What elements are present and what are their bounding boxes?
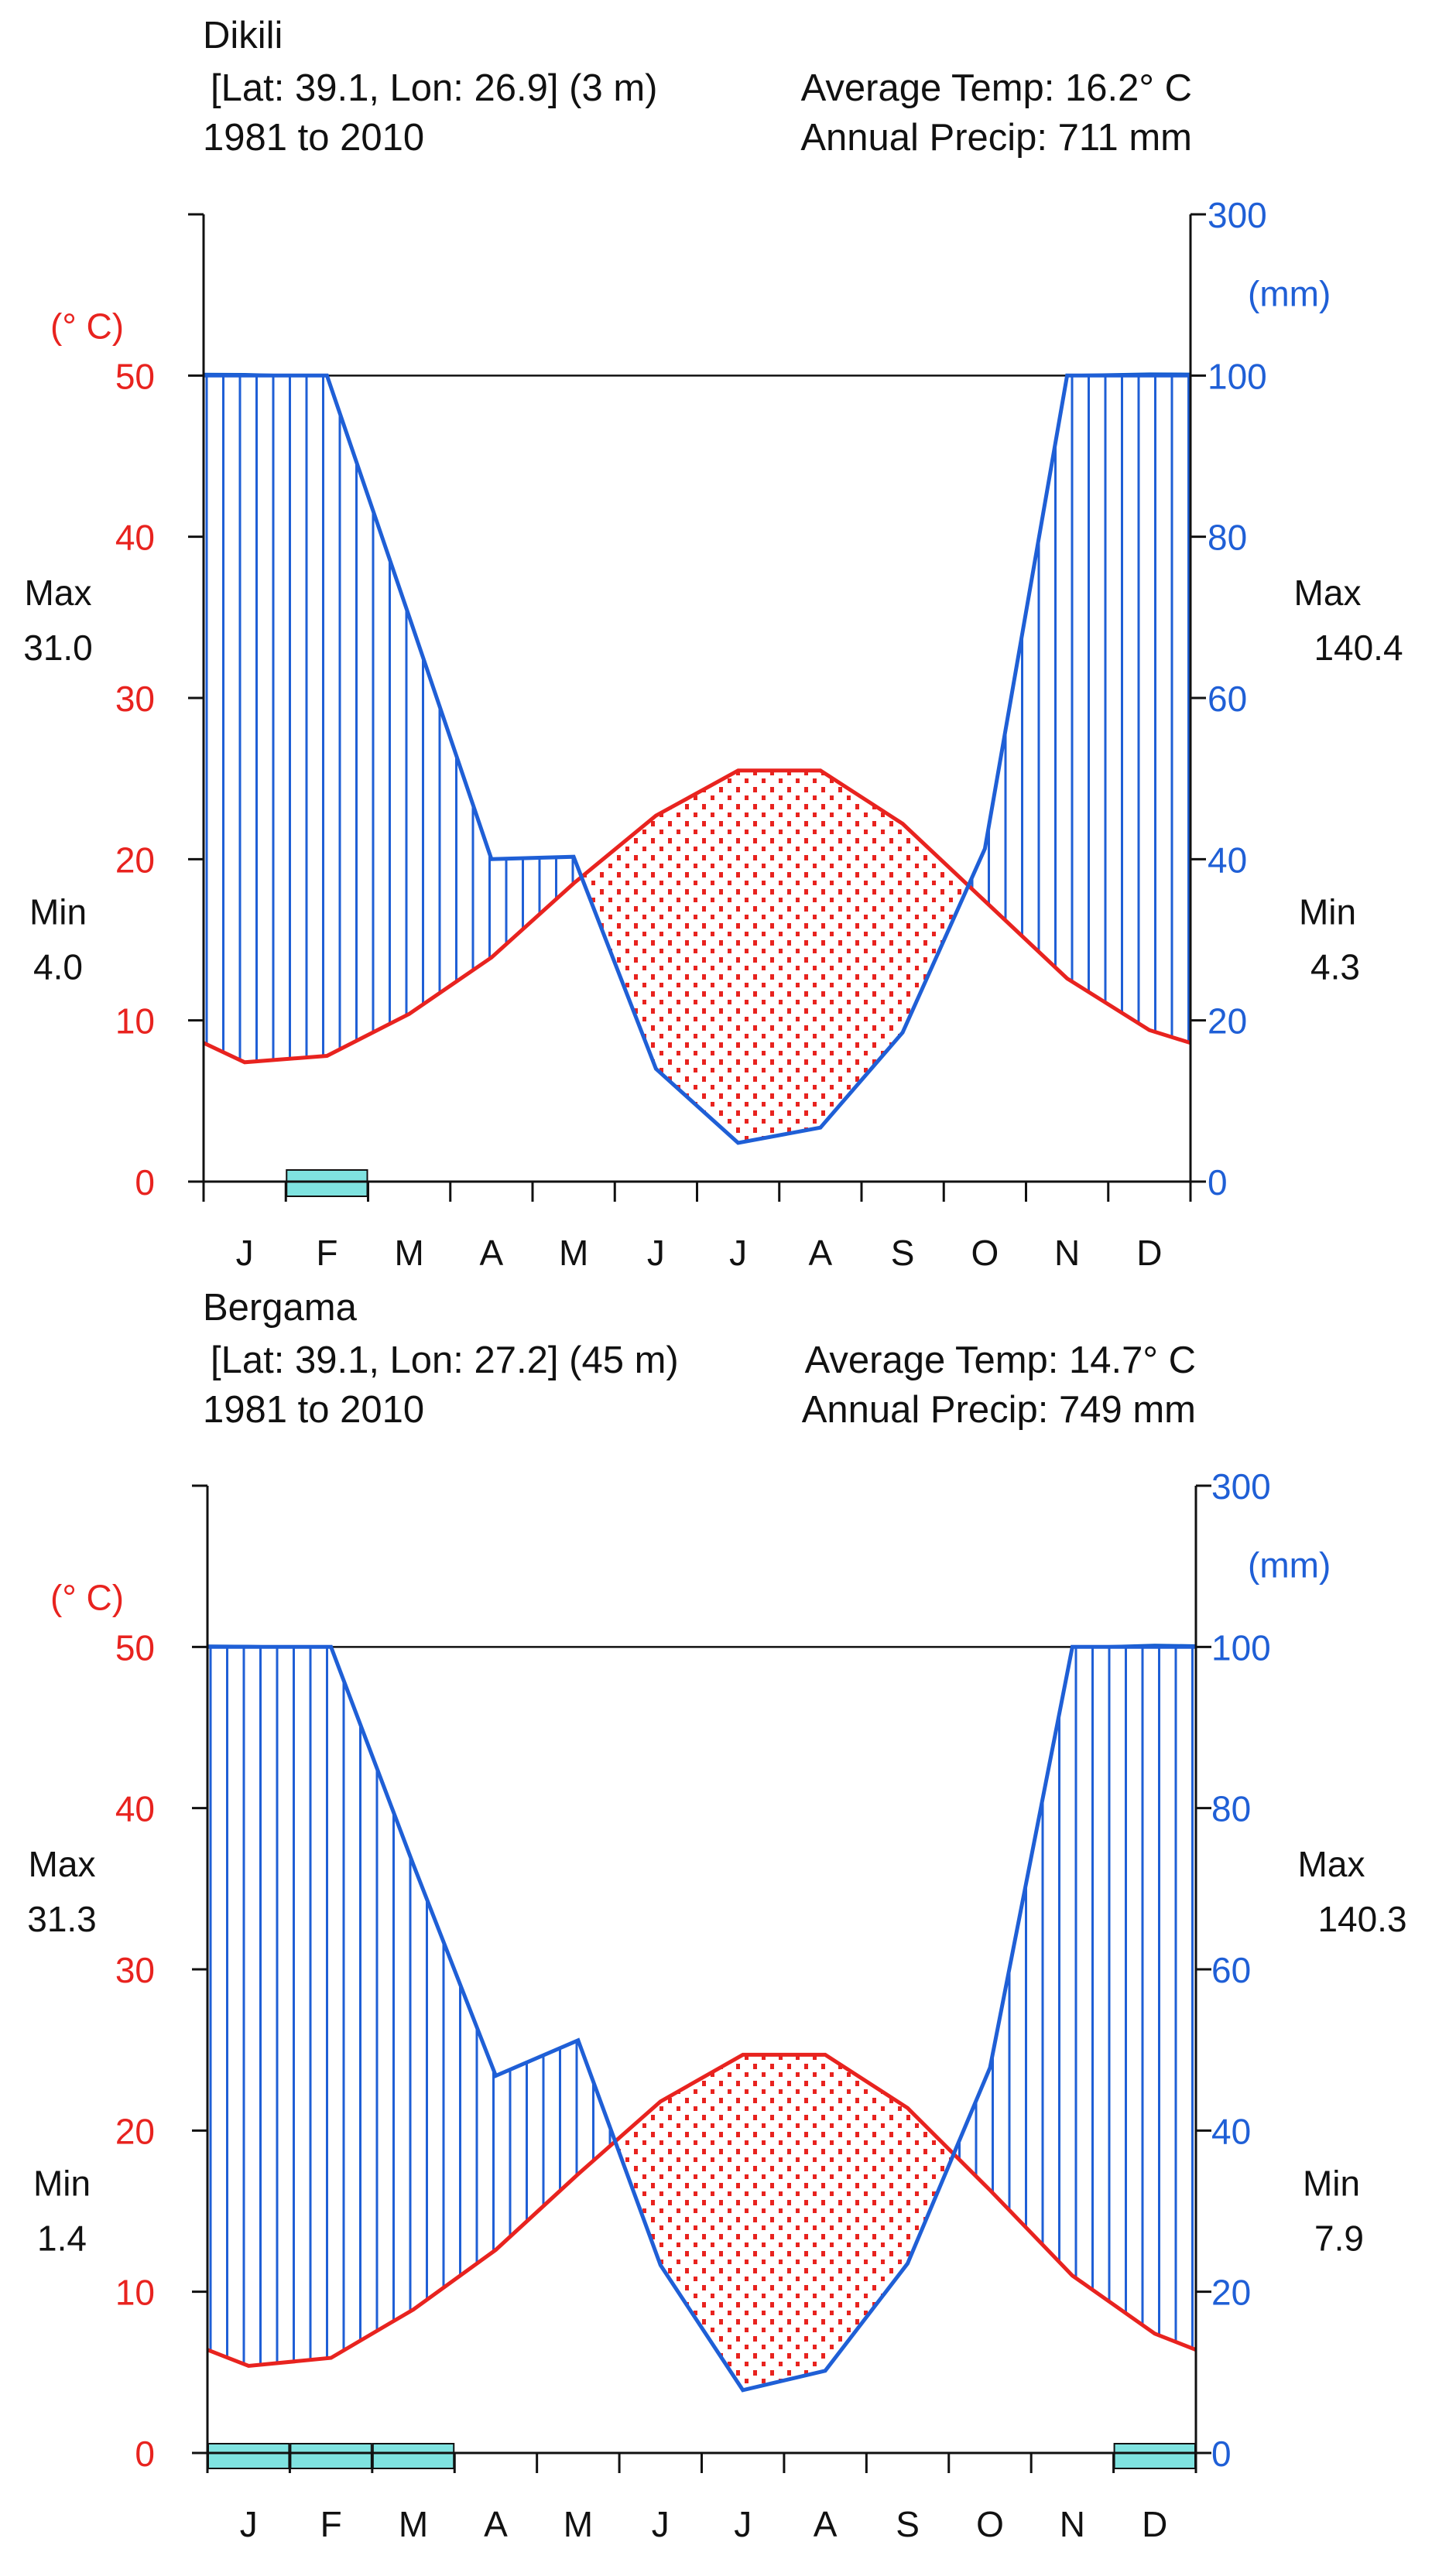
month-label: M: [399, 2504, 428, 2544]
left-tick-label: 50: [115, 1627, 155, 1668]
precipitation-line: [207, 1644, 1196, 2393]
right-max-value: 140.3: [1317, 1899, 1406, 1939]
station-name: Dikili: [203, 15, 283, 56]
right-tick-label: 80: [1211, 1789, 1251, 1829]
frost-bar-D: [1113, 2443, 1197, 2469]
month-label: F: [320, 2504, 342, 2544]
left-tick-label: 10: [115, 1001, 155, 1042]
month-label: J: [734, 2504, 752, 2544]
left-max-value: 31.0: [23, 628, 93, 668]
frost-bar-F: [286, 1169, 368, 1197]
right-tick-label: 20: [1208, 1001, 1247, 1042]
month-label: S: [891, 1233, 915, 1273]
right-tick-label: 100: [1211, 1627, 1271, 1668]
annual-precip-label: Annual Precip: 749 mm: [802, 1389, 1196, 1431]
right-max-label: Max: [1294, 573, 1362, 613]
frost-bar-F: [289, 2443, 372, 2469]
left-min-label: Min: [29, 892, 87, 932]
month-label: J: [647, 1233, 665, 1273]
right-tick-label: 300: [1211, 1466, 1271, 1507]
right-tick-label: 60: [1211, 1950, 1251, 1990]
month-label: A: [809, 1233, 833, 1273]
left-min-label: Min: [33, 2164, 91, 2204]
right-max-label: Max: [1298, 1844, 1365, 1884]
month-label: D: [1142, 2504, 1167, 2544]
temp-unit-label: (° C): [50, 1577, 124, 1617]
month-label: A: [480, 1233, 504, 1273]
month-label: J: [729, 1233, 747, 1273]
dry-season-dots: [581, 770, 969, 1143]
month-label: S: [896, 2504, 920, 2544]
average-temp-label: Average Temp: 14.7° C: [805, 1339, 1196, 1381]
month-label: A: [484, 2504, 508, 2544]
right-min-value: 7.9: [1314, 2218, 1364, 2258]
left-max-label: Max: [25, 573, 92, 613]
right-min-value: 4.3: [1310, 946, 1360, 987]
month-label: N: [1060, 2504, 1085, 2544]
station-name: Bergama: [203, 1287, 358, 1329]
frost-bar-J: [207, 2443, 290, 2469]
left-tick-label: 30: [115, 679, 155, 719]
left-tick-label: 20: [115, 2111, 155, 2151]
annual-precip-label: Annual Precip: 711 mm: [800, 117, 1192, 159]
month-label: O: [971, 1233, 999, 1273]
left-tick-label: 30: [115, 1950, 155, 1990]
climate-chart-dikili: Dikili [Lat: 39.1, Lon: 26.9] (3 m) 1981…: [23, 15, 1403, 1273]
left-tick-label: 40: [115, 518, 155, 558]
plot-area: 0 10 20 30 40 50 0 20 40 60 80 100 300 (° C) (mm) Max 31…: [23, 195, 1403, 1273]
left-max-value: 31.3: [27, 1899, 97, 1939]
average-temp-label: Average Temp: 16.2° C: [801, 67, 1192, 109]
left-min-value: 4.0: [33, 946, 83, 987]
right-min-label: Min: [1299, 892, 1356, 932]
right-tick-label: 60: [1208, 679, 1247, 719]
precip-unit-label: (mm): [1248, 273, 1331, 313]
precipitation-line: [204, 373, 1190, 1145]
left-tick-label: 0: [135, 1162, 155, 1202]
climate-chart-bergama: Bergama [Lat: 39.1, Lon: 27.2] (45 m) 19…: [27, 1287, 1406, 2544]
precip-unit-label: (mm): [1248, 1545, 1331, 1585]
left-tick-label: 0: [135, 2434, 155, 2474]
left-tick-label: 20: [115, 840, 155, 880]
month-label: A: [814, 2504, 838, 2544]
right-tick-label: 300: [1208, 195, 1267, 235]
left-tick-label: 40: [115, 1789, 155, 1829]
frost-bar-M: [372, 2443, 455, 2469]
month-label: M: [394, 1233, 423, 1273]
month-label: F: [316, 1233, 337, 1273]
station-location: [Lat: 39.1, Lon: 27.2] (45 m): [211, 1339, 679, 1381]
month-label: J: [236, 1233, 254, 1273]
month-label: M: [559, 1233, 588, 1273]
plot-area: 0 10 20 30 40 50 0 20 40 60 80 100 300 (° C) (mm) Max 31…: [27, 1466, 1406, 2544]
left-max-label: Max: [29, 1844, 96, 1884]
left-tick-label: 10: [115, 2273, 155, 2313]
right-tick-label: 0: [1208, 1162, 1228, 1202]
right-max-value: 140.4: [1314, 628, 1403, 668]
temp-unit-label: (° C): [50, 306, 124, 346]
right-tick-label: 0: [1211, 2434, 1232, 2474]
right-tick-label: 40: [1208, 840, 1247, 880]
station-period: 1981 to 2010: [203, 117, 424, 159]
station-location: [Lat: 39.1, Lon: 26.9] (3 m): [211, 67, 657, 109]
left-min-value: 1.4: [37, 2218, 87, 2258]
right-tick-label: 100: [1208, 356, 1267, 396]
temperature-line: [202, 768, 1191, 1065]
month-label: N: [1054, 1233, 1080, 1273]
right-min-label: Min: [1303, 2164, 1360, 2204]
temperature-line: [207, 2052, 1197, 2369]
right-tick-label: 80: [1208, 518, 1247, 558]
month-label: J: [240, 2504, 258, 2544]
right-tick-label: 40: [1211, 2111, 1251, 2151]
month-label: J: [652, 2504, 670, 2544]
station-period: 1981 to 2010: [203, 1389, 424, 1431]
right-tick-label: 20: [1211, 2273, 1251, 2313]
month-label: M: [564, 2504, 593, 2544]
month-label: D: [1136, 1233, 1162, 1273]
dry-season-dots: [615, 2054, 954, 2390]
month-label: O: [976, 2504, 1004, 2544]
left-tick-label: 50: [115, 356, 155, 396]
